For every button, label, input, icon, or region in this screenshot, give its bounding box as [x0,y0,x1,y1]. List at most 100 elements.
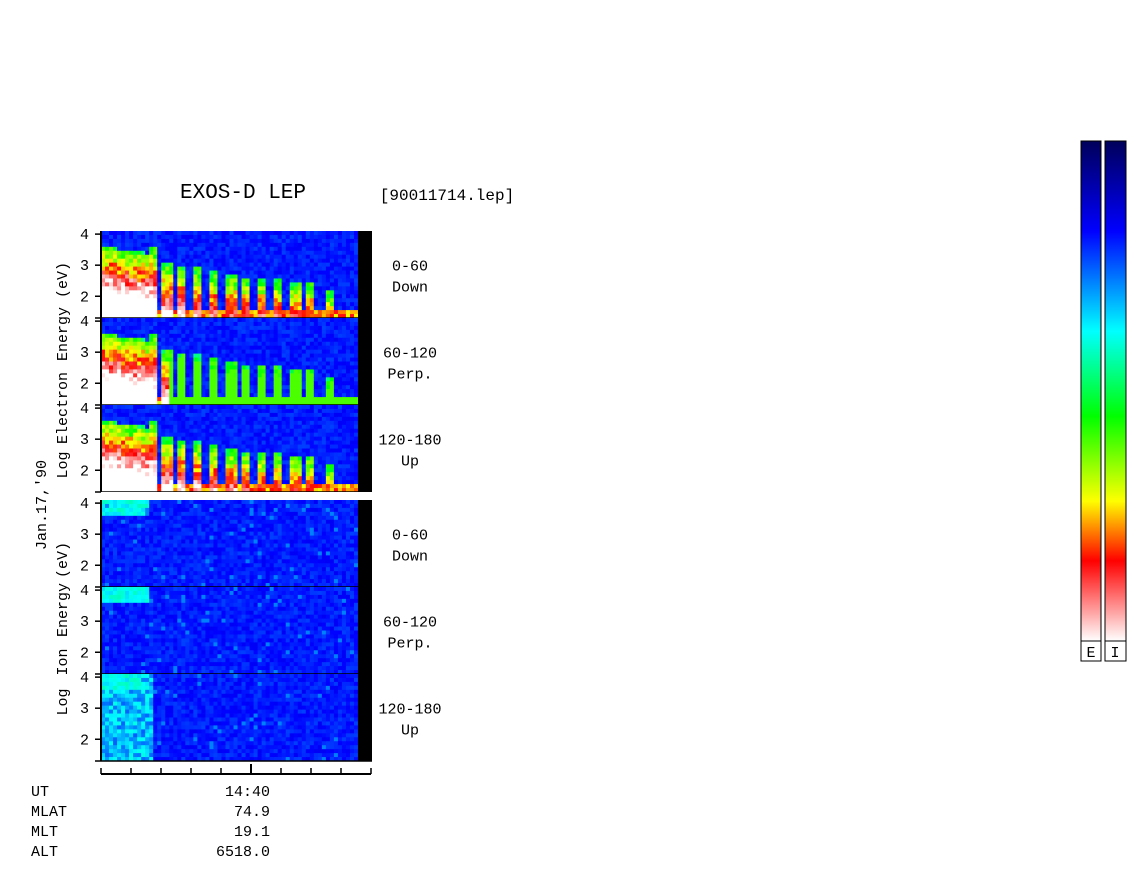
heat-cell [313,270,319,275]
heat-cell [301,234,307,240]
heat-cell [149,460,154,465]
heat-cell [153,563,158,568]
heat-cell [273,294,279,299]
heat-cell [133,238,138,244]
heat-cell [217,440,222,445]
heat-cell [301,460,307,465]
heat-cell [237,361,242,366]
heat-cell [245,262,250,267]
heat-cell [297,456,303,461]
heat-cell [173,381,178,386]
heat-cell [133,389,138,394]
heat-cell [189,523,194,529]
heat-cell [281,234,287,240]
heat-cell [349,405,355,410]
heat-cell [173,377,178,382]
heat-cell [233,424,238,430]
heat-cell [121,567,126,572]
heat-cell [165,551,170,556]
heat-cell [193,310,198,315]
heat-cell [321,246,327,252]
heat-cell [165,519,170,525]
heat-cell [157,428,162,434]
heat-cell [181,337,186,343]
heat-cell [157,262,162,267]
heat-cell [225,416,230,422]
heat-cell [157,503,162,509]
heat-cell [241,420,246,426]
heat-cell [145,480,150,485]
heat-cell [329,302,335,307]
heat-cell [201,448,206,453]
heat-cell [181,246,186,252]
heat-cell [289,389,295,394]
heat-cell [321,318,327,323]
heat-cell [349,238,355,244]
heat-cell [245,393,250,398]
heat-cell [169,341,174,347]
heat-cell [133,452,138,457]
heat-cell [185,547,190,552]
heat-cell [137,302,142,307]
heat-cell [341,341,347,347]
heat-cell [105,519,110,525]
heat-cell [345,345,351,351]
heat-cell [345,365,351,370]
heat-cell [349,428,355,434]
heat-cell [121,286,126,291]
heat-cell [109,357,114,362]
heat-cell [121,515,126,521]
heat-cell [301,333,307,339]
heat-cell [321,420,327,426]
heat-cell [305,353,311,358]
heat-cell [165,266,170,271]
heat-cell [193,290,198,295]
heat-cell [353,468,359,473]
heat-cell [325,341,331,347]
heat-cell [165,416,170,422]
heat-cell [273,405,279,410]
heat-cell [229,515,234,521]
heat-cell [197,523,202,529]
heat-cell [349,424,355,430]
heat-cell [233,286,238,291]
heat-cell [209,488,214,493]
heat-cell [297,258,303,264]
heat-cell [177,408,182,414]
heat-cell [333,262,339,267]
heat-cell [237,420,242,426]
heat-cell [261,357,267,362]
heat-cell [101,270,106,275]
heat-cell [349,310,355,315]
heat-cell [249,373,254,378]
heat-cell [205,373,210,378]
heat-cell [169,397,174,402]
heat-cell [237,436,242,441]
heat-cell [213,472,218,477]
electron-axis-label: Log Electron Energy (eV) [55,262,72,479]
heat-cell [177,428,182,434]
heat-cell [185,432,190,438]
heat-cell [229,405,234,410]
heat-cell [101,531,106,536]
heat-cell [185,531,190,536]
heat-cell [217,381,222,386]
heat-cell [157,464,162,469]
heat-cell [133,472,138,477]
heat-cell [121,345,126,351]
heat-cell [101,555,106,560]
heat-cell [221,503,226,509]
heat-cell [337,373,343,378]
heat-cell [233,238,238,244]
heat-cell [213,250,218,256]
heat-cell [309,472,315,477]
heat-cell [145,310,150,315]
heat-cell [169,314,174,319]
heat-cell [265,476,271,481]
heat-cell [177,405,182,410]
heat-cell [289,377,295,382]
heat-cell [177,397,182,402]
heat-cell [329,357,335,362]
heat-cell [237,321,242,327]
heat-cell [177,563,182,568]
